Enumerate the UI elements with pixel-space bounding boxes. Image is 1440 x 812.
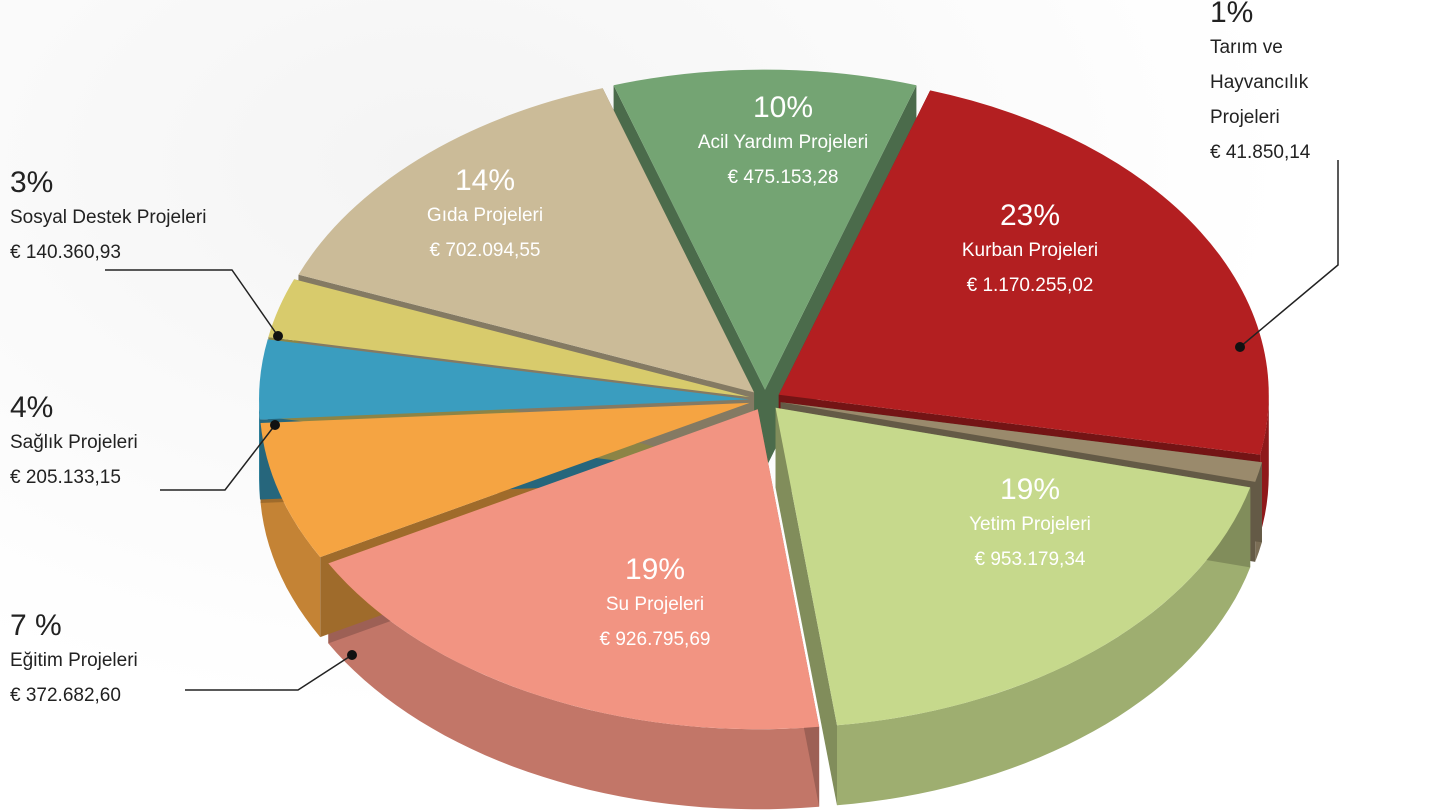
slice-wall <box>328 563 820 810</box>
amount-label: € 953.179,34 <box>974 549 1086 570</box>
category-label: Sağlık Projeleri <box>10 432 138 453</box>
leader-line <box>185 654 353 691</box>
amount-label: € 1.170.255,02 <box>966 275 1094 296</box>
percent-label: 1% <box>1210 0 1254 29</box>
category-label: Sosyal Destek Projeleri <box>10 207 207 228</box>
pie-slice <box>613 69 917 390</box>
percent-label: 3% <box>10 166 54 199</box>
category-label: Acil Yardım Projeleri <box>697 132 869 153</box>
amount-label: € 372.682,60 <box>10 685 121 706</box>
slice-label: 10% Acil Yardım Projeleri € 475.153,28 <box>698 90 868 195</box>
amount-label: € 475.153,28 <box>727 167 839 188</box>
slice-label: 3% Sosyal Destek Projeleri € 140.360,93 <box>10 165 206 270</box>
amount-label: € 205.133,15 <box>10 467 121 488</box>
percent-label: 23% <box>999 199 1061 232</box>
category-label: Su Projeleri <box>605 594 705 615</box>
category-label: Eğitim Projeleri <box>10 650 138 671</box>
amount-label: € 140.360,93 <box>10 242 121 263</box>
percent-label: 19% <box>624 553 686 586</box>
slice-wall <box>1260 394 1269 535</box>
leader-line <box>160 424 276 491</box>
leader-line <box>105 269 279 337</box>
percent-label: 14% <box>454 164 516 197</box>
slice-label: 14% Gıda Projeleri € 702.094,55 <box>427 163 543 268</box>
category-label: Yetim Projeleri <box>969 514 1091 535</box>
percent-label: 10% <box>752 91 814 124</box>
pie-slice <box>780 402 1262 482</box>
slice-wall <box>260 423 321 638</box>
leader-dot <box>347 650 357 660</box>
slice-label: 19% Yetim Projeleri € 953.179,34 <box>969 472 1091 577</box>
percent-label: 7 % <box>10 609 62 642</box>
slice-label: 23% Kurban Projeleri € 1.170.255,02 <box>962 198 1098 303</box>
leader-dot <box>270 420 280 430</box>
leader-dot <box>273 331 283 341</box>
slice-label: 7 % Eğitim Projeleri € 372.682,60 <box>10 608 138 713</box>
category-label: Gıda Projeleri <box>426 205 544 226</box>
percent-label: 4% <box>10 391 54 424</box>
category-label: Tarım ve Hayvancılık Projeleri <box>1210 37 1309 128</box>
pie-slice <box>259 339 750 420</box>
slice-wall <box>837 487 1251 806</box>
pie-slice <box>328 409 820 730</box>
slice-label: 4% Sağlık Projeleri € 205.133,15 <box>10 390 138 495</box>
pie-slice <box>778 90 1269 455</box>
leader-line <box>1239 160 1339 348</box>
pie-slice <box>260 402 750 558</box>
pie-slice <box>298 88 755 393</box>
slice-label: 1% Tarım ve Hayvancılık Projeleri € 41.850… <box>1210 0 1380 170</box>
pie-slice <box>775 407 1251 726</box>
slice-label: 19% Su Projeleri € 926.795,69 <box>600 552 711 657</box>
slice-side <box>775 407 837 806</box>
pie-slice <box>268 279 750 398</box>
leader-dot <box>1235 342 1245 352</box>
amount-label: € 702.094,55 <box>429 240 541 261</box>
amount-label: € 926.795,69 <box>599 629 711 650</box>
percent-label: 19% <box>999 473 1061 506</box>
category-label: Kurban Projeleri <box>961 240 1099 261</box>
slice-wall <box>259 399 260 500</box>
amount-label: € 41.850,14 <box>1210 142 1311 163</box>
